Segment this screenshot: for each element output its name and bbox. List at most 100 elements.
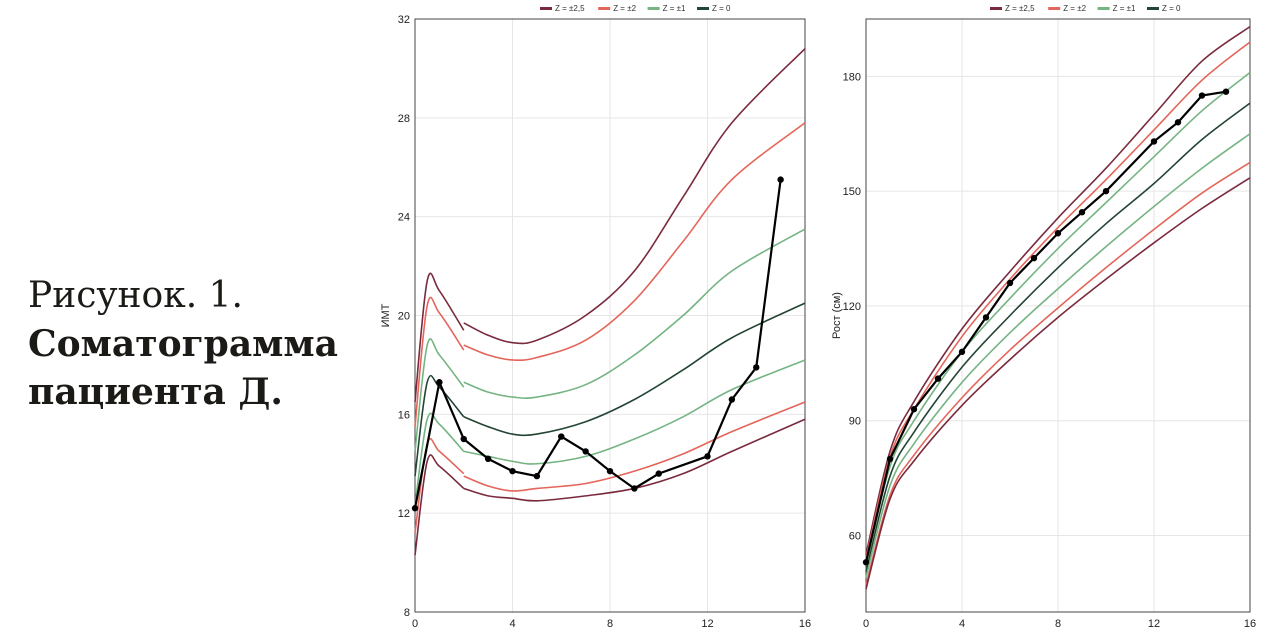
legend-label: Z = ±1 (1113, 4, 1136, 13)
patient-point (777, 176, 784, 183)
x-tick-label: 12 (701, 618, 713, 630)
reference-curve-zplus1 (414, 338, 465, 452)
plot-frame (865, 18, 1251, 613)
patient-point (934, 375, 942, 382)
patient-point (411, 505, 419, 512)
x-tick-label: 16 (1244, 618, 1256, 630)
reference-curve-zminus1 (414, 412, 465, 506)
patient-point (509, 467, 516, 475)
patient-point (862, 559, 870, 566)
reference-curve-zminus2 (414, 437, 465, 534)
y-tick-label: 32 (398, 14, 410, 26)
reference-curve-zminus2.5 (414, 454, 465, 556)
patient-point (460, 435, 467, 443)
y-tick-label: 16 (398, 409, 410, 421)
legend-label: Z = 0 (712, 4, 731, 13)
legend-swatch (697, 7, 709, 10)
patient-point (982, 314, 990, 321)
patient-point (958, 348, 966, 356)
legend-label: Z = ±2,5 (1005, 4, 1035, 13)
caption-figure-number: Рисунок. 1. (28, 275, 243, 316)
patient-point (910, 406, 918, 413)
reference-curve-zplus2 (414, 296, 465, 427)
patient-point (1102, 187, 1110, 195)
y-axis-label: Рост (см) (831, 292, 843, 339)
y-tick-label: 24 (398, 212, 410, 224)
patient-point (1150, 138, 1158, 145)
x-tick-label: 0 (412, 618, 418, 630)
patient-point (558, 433, 565, 440)
chart-1: 0 4 8 12 16 8 12 16 20 24 28 32 ИМТ Z = ±2,5 Z = ±2 Z =… (380, 4, 811, 630)
x-tick-label: 16 (799, 618, 811, 630)
patient-point (533, 472, 541, 480)
patient-line (413, 179, 782, 509)
patient-point (1198, 92, 1206, 99)
y-axis-label: ИМТ (380, 303, 392, 327)
patient-point (606, 467, 614, 475)
reference-curve-zminus1 (463, 359, 806, 465)
reference-curve-z0 (463, 302, 806, 437)
y-tick-label: 60 (849, 530, 861, 542)
reference-curve-zminus2 (865, 161, 1251, 586)
legend-swatch (990, 7, 1002, 10)
y-tick-label: 28 (398, 113, 410, 125)
patient-point (582, 448, 589, 455)
reference-curve-z0 (865, 102, 1251, 573)
reference-curve-z0 (414, 374, 465, 477)
caption-title-line2: пациента Д. (28, 371, 283, 413)
chart-2: 0 4 8 12 16 60 90 120 150 180 Рост (см) Z = ±2,5 Z =… (831, 4, 1256, 630)
legend-label: Z = ±2 (1063, 4, 1086, 13)
reference-curve-zminus2.5 (463, 418, 806, 502)
reference-curve-zminus1 (865, 133, 1251, 578)
patient-point (484, 455, 492, 463)
x-tick-label: 0 (863, 618, 869, 630)
x-tick-label: 4 (959, 618, 965, 630)
patient-point (1006, 279, 1014, 287)
plot-frame (414, 18, 806, 613)
figure-caption: Рисунок. 1. Соматограмма пациента Д. (28, 272, 368, 416)
legend-label: Z = ±1 (663, 4, 686, 13)
patient-point (1222, 88, 1230, 95)
reference-curve-zplus2 (865, 41, 1251, 559)
legend-label: Z = ±2 (613, 4, 636, 13)
patient-point (1030, 254, 1038, 262)
legend-label: Z = ±2,5 (555, 4, 585, 13)
x-tick-label: 12 (1148, 618, 1160, 630)
reference-curve-zplus1 (865, 71, 1251, 565)
legend-label: Z = 0 (1162, 4, 1181, 13)
y-tick-label: 12 (398, 508, 410, 520)
y-tick-label: 20 (398, 311, 410, 323)
y-tick-label: 8 (404, 607, 410, 619)
x-tick-label: 8 (607, 618, 613, 630)
patient-point (1078, 209, 1086, 216)
legend-swatch (647, 7, 660, 10)
reference-curve-zplus2.5 (463, 48, 806, 345)
patient-point (886, 455, 894, 463)
reference-curve-zminus2.5 (865, 177, 1251, 590)
patient-point (753, 364, 760, 371)
y-tick-label: 180 (843, 71, 861, 83)
reference-curve-zminus2 (463, 401, 806, 492)
x-tick-label: 4 (509, 618, 515, 630)
caption-title-line1: Соматограмма (28, 323, 339, 365)
patient-point (1054, 230, 1062, 237)
patient-point (704, 453, 711, 460)
x-tick-label: 8 (1055, 618, 1061, 630)
reference-curve-zplus1 (463, 228, 806, 399)
patient-point (436, 379, 443, 386)
patient-point (1174, 119, 1182, 126)
legend-swatch (598, 7, 611, 10)
reference-curve-zplus2.5 (865, 25, 1251, 555)
reference-curve-zplus2 (463, 122, 806, 362)
reference-curve-zplus2.5 (414, 272, 465, 403)
legend-swatch (1048, 7, 1061, 10)
patient-point (631, 485, 638, 492)
legend-swatch (540, 7, 552, 10)
y-tick-label: 150 (843, 186, 861, 198)
legend-swatch (1147, 7, 1159, 10)
patient-point (655, 470, 662, 477)
y-tick-label: 90 (849, 416, 861, 428)
patient-point (728, 396, 736, 403)
legend-swatch (1097, 7, 1110, 10)
